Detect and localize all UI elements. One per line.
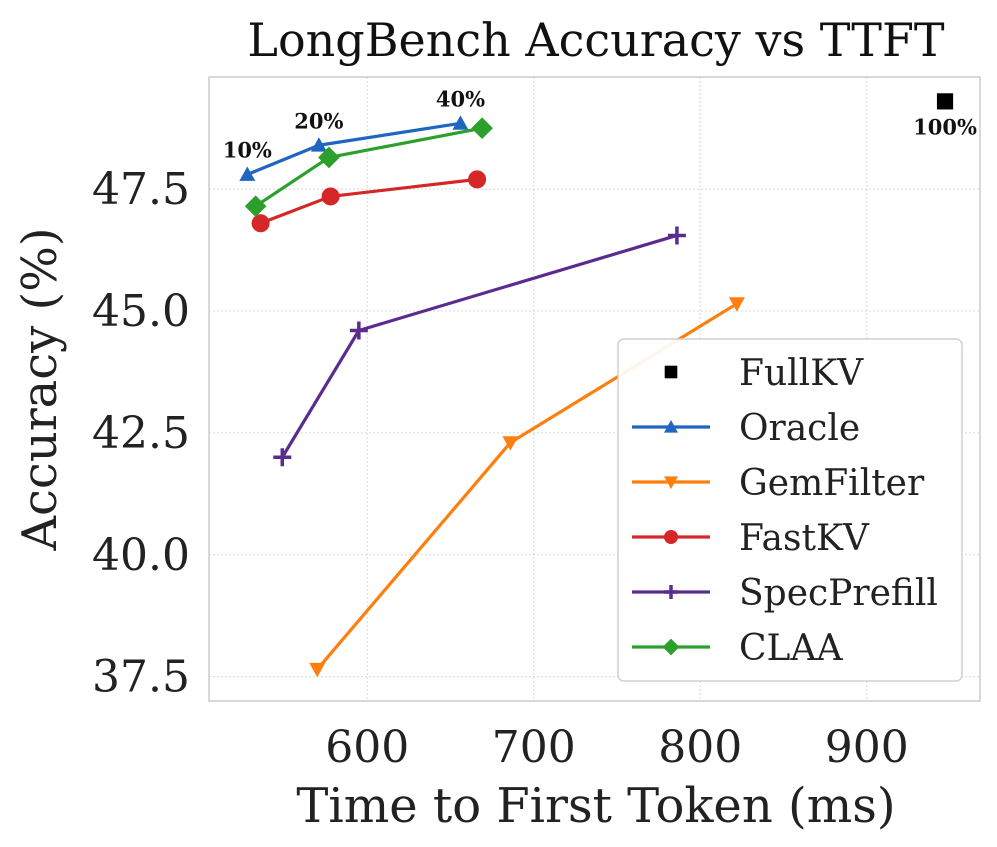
series-fullkv: [936, 93, 954, 110]
oracle-point: [310, 137, 327, 152]
y-tick-label: 42.5: [92, 408, 190, 459]
x-tick-label: 800: [658, 722, 742, 773]
series-oracle: [239, 115, 469, 181]
legend-label: FastKV: [739, 518, 870, 559]
gemfilter-point: [502, 436, 519, 451]
x-axis-label: Time to First Token (ms): [296, 778, 895, 834]
legend-item-oracle: Oracle: [632, 408, 860, 449]
gemfilter-point: [728, 297, 745, 312]
percent-annotation: 40%: [436, 86, 485, 111]
legend-box: [617, 338, 963, 682]
y-tick-label: 47.5: [92, 164, 190, 215]
percent-annotation: 20%: [294, 108, 343, 133]
chart-title: LongBench Accuracy vs TTFT: [247, 13, 944, 67]
y-tick-label: 37.5: [92, 652, 190, 703]
x-tick-label: 900: [825, 722, 909, 773]
fastkv-line: [260, 177, 478, 225]
x-tick-label: 700: [492, 722, 576, 773]
series-specprefill: [273, 226, 686, 467]
legend-marker: [664, 530, 678, 544]
legend-marker: [664, 420, 678, 433]
gemfilter-point: [309, 662, 326, 678]
legend-item-claa: CLAA: [632, 628, 843, 669]
legend-item-fastkv: FastKV: [632, 518, 870, 559]
legend-label: GemFilter: [739, 463, 925, 504]
series-claa: [244, 117, 493, 217]
claa-point: [471, 117, 493, 139]
legend: FullKV Oracle GemFilter FastKV SpecPrefill CL…: [617, 338, 963, 682]
percent-annotation: 10%: [223, 138, 272, 163]
fastkv-point: [321, 187, 340, 206]
y-tick-label: 40.0: [92, 530, 190, 581]
y-tick-label: 45.0: [92, 286, 190, 337]
legend-label: FullKV: [739, 353, 864, 394]
claa-line: [254, 126, 483, 208]
legend-marker: [662, 638, 680, 656]
fastkv-point: [468, 170, 487, 189]
claa-point: [244, 195, 267, 217]
series-fastkv: [251, 170, 487, 233]
legend-marker: [664, 476, 678, 489]
oracle-point: [452, 115, 469, 130]
oracle-line: [246, 121, 461, 176]
legend-item-specprefill: SpecPrefill: [632, 573, 938, 614]
legend-marker: [664, 365, 678, 379]
legend-label: Oracle: [739, 408, 860, 449]
claa-point: [318, 146, 340, 169]
legend-label: CLAA: [739, 628, 843, 669]
specprefill-point: [349, 321, 368, 340]
annotations: 10% 20% 40% 100%: [223, 86, 977, 162]
legend-item-fullkv: FullKV: [664, 353, 864, 394]
oracle-point: [239, 166, 256, 181]
y-axis-label: Accuracy (%): [12, 227, 68, 551]
legend-label: SpecPrefill: [739, 573, 938, 614]
specprefill-point: [273, 448, 292, 467]
legend-item-gemfilter: GemFilter: [632, 463, 925, 504]
legend-marker: [664, 585, 678, 599]
specprefill-point: [667, 226, 686, 245]
percent-annotation: 100%: [913, 114, 977, 139]
axis-ticks: 600 700 800 900 37.5 40.0 42.5 45.0 47.5: [92, 164, 909, 773]
fullkv-point: [936, 93, 954, 110]
plot-frame: [208, 76, 981, 702]
grid: [209, 77, 980, 701]
fastkv-point: [251, 214, 270, 233]
x-tick-label: 600: [325, 722, 409, 773]
